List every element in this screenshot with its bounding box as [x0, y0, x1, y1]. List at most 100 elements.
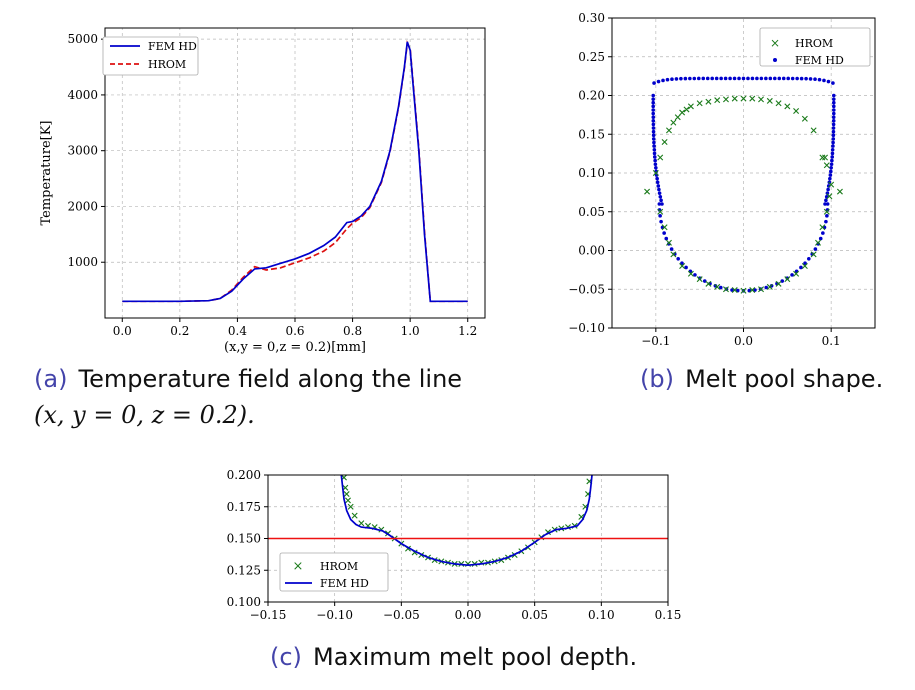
b-fem-point — [829, 169, 833, 174]
b-fem-point — [790, 273, 794, 277]
b-hrom-point-stroke — [670, 119, 677, 126]
b-fem-point — [656, 79, 661, 84]
b-hrom-point — [766, 97, 773, 104]
b-fem-point — [702, 279, 707, 283]
b-fem-point — [799, 265, 803, 270]
b-fem-point — [823, 202, 827, 206]
a-legend-hrom-label: HROM — [148, 58, 186, 71]
b-hrom-point — [740, 287, 747, 294]
b-fem-point — [772, 76, 777, 81]
caption-b-text: Melt pool shape. — [685, 365, 883, 393]
b-hrom-point — [644, 188, 651, 195]
b-hrom-point-stroke — [828, 181, 835, 188]
b-hrom-point-stroke — [793, 108, 800, 114]
b-hrom-point-stroke — [740, 287, 747, 294]
b-hrom-point — [823, 208, 830, 215]
b-fem-point — [679, 76, 683, 81]
b-fem-point — [669, 247, 674, 251]
b-fem-point — [741, 76, 746, 81]
b-hrom-point-stroke — [679, 263, 686, 269]
b-hrom-point-stroke — [810, 127, 817, 134]
b-hrom-point — [758, 286, 765, 293]
b-fem-point — [831, 119, 836, 123]
c-hrom-point-stroke — [351, 512, 358, 519]
a-xtick-label: 0.8 — [343, 324, 362, 338]
a-xtick-label: 1.2 — [458, 324, 477, 338]
b-hrom-point — [652, 170, 659, 176]
b-fem-point — [808, 77, 813, 81]
b-hrom-point-stroke — [665, 239, 672, 246]
caption-a-text: Temperature field along the line — [78, 365, 463, 393]
b-fem-point — [674, 77, 679, 81]
c-hrom-point — [343, 491, 350, 498]
b-legend: × HROM FEM HD — [759, 27, 871, 67]
b-hrom-point-stroke — [823, 208, 830, 215]
b-fem-point — [652, 144, 656, 148]
b-hrom-point — [766, 283, 773, 290]
b-fem-point — [831, 133, 836, 138]
b-fem-point — [660, 202, 664, 206]
c-ytick-label: 0.175 — [227, 500, 261, 514]
b-fem-point — [804, 76, 808, 81]
c-hrom-point — [351, 512, 358, 519]
b-hrom-point-stroke — [801, 115, 808, 122]
b-fem-point — [799, 76, 804, 81]
b-fem-point — [780, 279, 785, 283]
b-hrom-point — [749, 95, 756, 102]
b-fem-point — [654, 166, 658, 170]
b-fem-point — [831, 108, 836, 112]
b-hrom-point — [679, 109, 686, 116]
b-fem-point — [658, 194, 663, 199]
caption-a-math: (x, y = 0, z = 0.2). — [34, 401, 255, 429]
c-hrom-point-stroke — [347, 503, 354, 510]
b-hrom-point — [775, 280, 782, 287]
b-hrom-point — [793, 270, 800, 277]
svg-text:(b) Melt pool shape.: (b) Melt pool shape. — [640, 365, 883, 393]
b-hrom-point — [810, 127, 817, 134]
b-fem-point — [764, 285, 769, 290]
c-hrom-point — [358, 520, 365, 527]
c-legend-hrom-label: HROM — [320, 560, 358, 573]
b-hrom-point — [828, 181, 835, 188]
b-fem-point — [659, 198, 663, 203]
caption-b-label: (b) — [640, 365, 674, 393]
b-fem-point — [750, 76, 755, 81]
b-hrom-point — [705, 280, 712, 287]
c-hrom-point-stroke — [358, 520, 365, 527]
b-fem-point — [657, 187, 661, 192]
b-fem-point — [683, 76, 688, 81]
b-hrom-point — [810, 251, 817, 258]
b-hrom-point — [696, 276, 703, 283]
b-fem-point — [714, 76, 719, 81]
c-ytick-label: 0.150 — [227, 532, 261, 546]
b-fem-point — [670, 77, 674, 82]
b-hrom-point-stroke — [731, 287, 738, 294]
a-x-axis-label: (x,y = 0,z = 0.2)[mm] — [224, 340, 366, 355]
b-hrom-point — [740, 95, 747, 102]
b-fem-point — [728, 76, 732, 81]
b-hrom-point — [722, 286, 729, 293]
b-xtick-label: 0.0 — [734, 334, 753, 348]
caption-a-line1: (a) Temperature field along the line — [34, 365, 462, 393]
c-ticks: −0.15 −0.10 −0.05 0.00 0.05 0.10 0.15 0.100 0.12… — [227, 468, 682, 622]
b-hrom-point-stroke — [722, 286, 729, 293]
b-hrom-point — [801, 263, 808, 269]
b-fem-point — [831, 100, 836, 105]
b-fem-point — [676, 256, 680, 261]
b-hrom-point — [819, 224, 826, 231]
b-fem-point — [795, 76, 799, 81]
b-hrom-point — [683, 106, 690, 113]
b-fem-point — [652, 81, 656, 85]
b-hrom-point-stroke — [687, 270, 694, 277]
b-hrom-point-stroke — [819, 224, 826, 231]
b-hrom-point — [826, 193, 833, 200]
b-fem-point — [659, 219, 663, 224]
b-hrom-point-stroke — [657, 208, 664, 215]
b-fem-point — [759, 76, 764, 81]
a-ytick-label: 4000 — [67, 88, 98, 102]
b-fem-point — [824, 219, 828, 224]
b-xtick-label: −0.1 — [641, 334, 670, 348]
b-ytick-label: 0.10 — [578, 166, 605, 180]
a-grid — [105, 28, 485, 318]
b-hrom-point — [819, 154, 826, 161]
